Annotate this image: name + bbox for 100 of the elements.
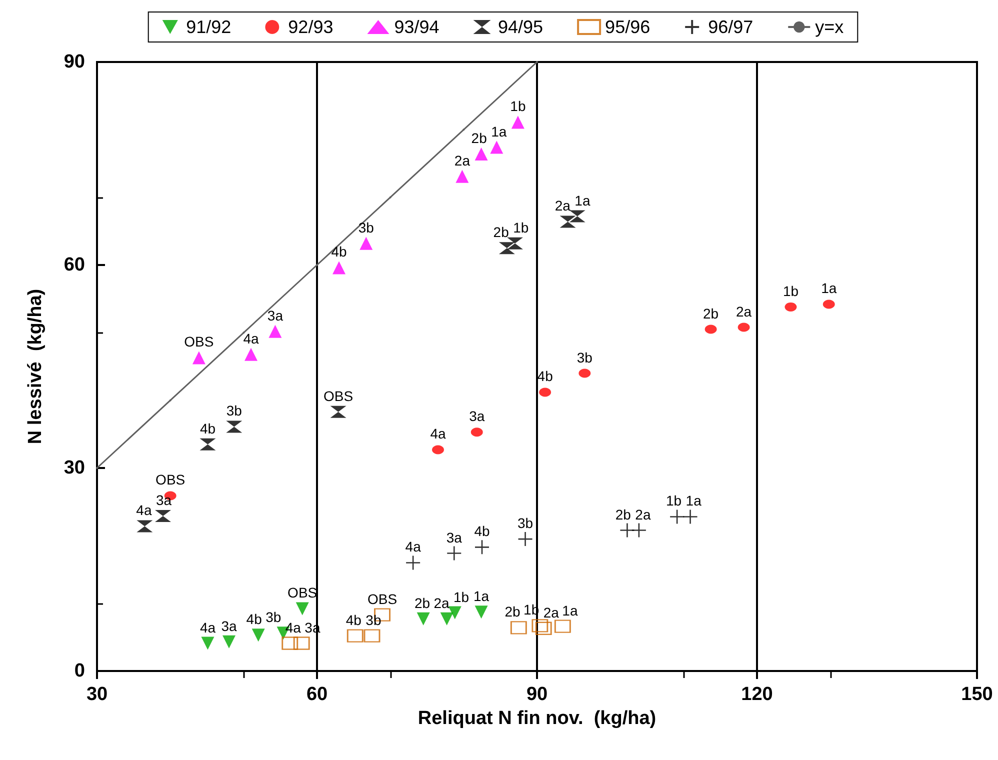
point [222,635,236,648]
x-tick-label: 30 [86,684,108,705]
x-tick-label: 150 [961,684,993,705]
annotation: 3b [576,349,593,366]
annotation: 3a [221,618,237,634]
annotation: 4b [200,420,216,436]
annotation: 3b [358,219,374,236]
legend-label: y=x [815,17,844,37]
point [416,612,430,626]
point [474,606,488,619]
point [226,420,242,433]
annotation: 2a [543,604,560,620]
point [682,509,698,524]
point [252,628,265,642]
annotation: 4a [200,619,216,636]
point [784,302,797,312]
annotation: 1b [666,492,682,509]
point [470,428,483,437]
point [268,324,282,338]
point [364,629,380,642]
annotation: 4b [331,244,347,260]
annotation: OBS [156,472,186,488]
line-series [96,61,538,469]
point [569,210,586,222]
point [332,261,346,274]
annotation: 3b [266,609,282,626]
point [346,629,364,642]
point [296,602,309,616]
annotation: 2b [414,594,430,611]
point [446,546,462,561]
x-axis-title: Reliquat N fin nov. (kg/ha) [418,708,656,729]
point [330,406,346,418]
point [244,348,258,361]
annotation: 1a [574,192,590,208]
annotation: 3a [156,492,172,508]
point [405,555,421,570]
annotation: 3b [366,612,382,628]
legend-label: 93/94 [394,17,440,37]
point [474,148,488,161]
annotation: 4b [537,368,554,384]
annotation: 1a [821,280,837,296]
annotation: 1a [686,492,702,509]
point [432,445,444,454]
annotation: 3b [517,515,534,532]
point [738,322,750,332]
point [532,619,548,632]
annotation: 4a [430,426,446,442]
point [539,388,552,397]
annotation: OBS [288,584,318,601]
annotation: 2a [736,303,752,320]
point [669,509,685,524]
annotation: 4b [346,612,362,628]
annotation: 1b [513,219,529,236]
annotation: 4a [243,330,259,346]
annotation: 1a [562,602,578,618]
annotation: 2b [615,506,632,522]
annotation: 2a [554,198,571,214]
point [200,438,216,450]
point [560,216,576,228]
annotation: OBS [184,334,214,350]
point [507,237,523,250]
point [704,324,717,334]
annotation: 2b [471,130,488,146]
annotation: 1b [782,282,799,299]
y-tick-label: 60 [64,254,85,276]
annotation: 3a [469,408,485,424]
annotation: 2b [504,604,520,620]
y-tick-label: 30 [64,458,85,478]
point [631,522,647,538]
point [474,540,490,555]
annotation: 4a [136,502,152,518]
legend-label: 91/92 [186,17,232,37]
point [518,531,533,547]
y-axis-title: N lessivé (kg/ha) [25,288,46,444]
point [510,621,527,634]
legend-label: 94/95 [498,17,544,37]
annotation: 1b [510,98,526,114]
point [360,236,373,250]
annotation: 2a [434,594,450,611]
point [498,242,515,254]
annotation: OBS [367,590,398,607]
legend-label: 96/97 [708,17,754,37]
x-tick-label: 120 [741,684,773,705]
annotation: OBS [323,388,354,404]
annotation: 1a [473,588,490,604]
point [201,636,214,650]
annotation: 4a [285,619,302,636]
point [192,351,206,364]
point [282,636,298,650]
annotation: 2a [454,152,470,168]
annotation: 4b [246,611,262,628]
point [822,300,835,309]
annotation: 2b [703,305,719,322]
annotation: 2b [493,224,510,240]
point [136,520,153,532]
legend-label: 95/96 [605,17,650,37]
annotation: 1b [453,588,470,605]
legend-label: 92/93 [288,17,334,37]
annotation: 3a [267,307,284,324]
point [440,612,454,626]
